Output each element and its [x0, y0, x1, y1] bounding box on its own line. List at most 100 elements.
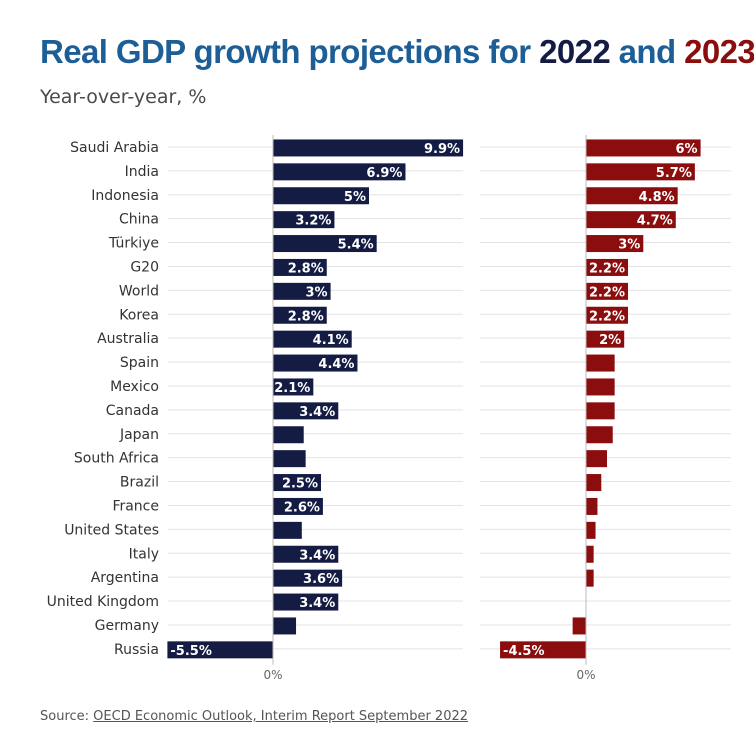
bar-2023 — [572, 617, 586, 635]
bar-2023 — [586, 378, 615, 396]
title-year-2022: 2022 — [539, 33, 611, 70]
bar-2022 — [273, 211, 335, 229]
source-label: Source: — [40, 709, 94, 724]
data-label-2022: 2.8% — [288, 309, 324, 324]
bar-2023 — [586, 450, 608, 468]
bar-2022 — [273, 139, 464, 157]
source-note: Source: OECD Economic Outlook, Interim R… — [40, 709, 468, 724]
data-label-2023: 6% — [676, 142, 698, 157]
category-label: India — [125, 164, 159, 180]
bar-2023 — [586, 402, 615, 420]
source-link[interactable]: OECD Economic Outlook, Interim Report Se… — [93, 709, 469, 724]
data-label-2022: 3.4% — [299, 548, 335, 563]
data-label-2023: 2.2% — [589, 285, 625, 300]
data-label-2022: 3.2% — [295, 214, 331, 229]
category-label: France — [112, 498, 159, 514]
bar-2023 — [586, 474, 602, 492]
data-label-2022: 6.9% — [366, 166, 402, 181]
title-year-2023: 2023 — [684, 33, 754, 70]
bar-2022 — [273, 163, 406, 181]
bar-2023 — [586, 306, 629, 324]
bar-2023 — [586, 211, 676, 229]
bar-2022 — [167, 641, 273, 659]
chart-title: Real GDP growth projections for 2022 and… — [40, 33, 754, 71]
category-label: Argentina — [91, 570, 159, 586]
bar-2022 — [273, 569, 343, 587]
data-label-2023: -4.5% — [503, 644, 544, 659]
bar-2022 — [273, 474, 321, 492]
data-label-2022: 2.5% — [282, 477, 318, 492]
data-label-2023: 2% — [599, 333, 621, 348]
bar-2022 — [273, 497, 323, 515]
bar-2022 — [273, 235, 377, 253]
bar-2022 — [273, 282, 331, 300]
data-label-2022: 5.4% — [338, 238, 374, 253]
bar-2023 — [586, 426, 613, 444]
bar-2023 — [586, 497, 598, 515]
category-label: World — [119, 283, 159, 299]
bar-2023 — [586, 569, 594, 587]
bar-2023 — [586, 330, 625, 348]
bar-2022 — [273, 593, 339, 611]
bar-2023 — [586, 187, 678, 205]
bar-2022 — [273, 617, 297, 635]
x-tick-label: 0% — [576, 668, 595, 682]
bar-2023 — [500, 641, 586, 659]
bar-2022 — [273, 402, 339, 420]
x-tick-label: 0% — [263, 668, 282, 682]
data-label-2022: 2.8% — [288, 261, 324, 276]
bar-2022 — [273, 354, 358, 372]
category-label: Mexico — [110, 379, 159, 395]
data-label-2023: 2.2% — [589, 309, 625, 324]
data-label-2022: 3.6% — [303, 572, 339, 587]
data-label-2022: 3.4% — [299, 405, 335, 420]
bar-2023 — [586, 163, 695, 181]
bar-2023 — [586, 258, 629, 276]
category-label: G20 — [130, 259, 159, 275]
data-label-2022: 2.6% — [284, 500, 320, 515]
bar-2022 — [273, 330, 352, 348]
category-label: Canada — [106, 403, 159, 419]
category-label: United Kingdom — [47, 594, 159, 610]
data-label-2023: 5.7% — [656, 166, 692, 181]
bar-2023 — [586, 354, 615, 372]
category-label: Korea — [119, 307, 159, 323]
category-label: China — [119, 212, 159, 228]
data-label-2023: 4.7% — [637, 214, 673, 229]
category-label: Indonesia — [91, 188, 159, 204]
bar-2022 — [273, 450, 306, 468]
data-label-2023: 2.2% — [589, 261, 625, 276]
data-label-2022: 3% — [306, 285, 328, 300]
data-label-2023: 3% — [618, 238, 640, 253]
category-label: Brazil — [120, 475, 159, 491]
bar-2022 — [273, 426, 304, 444]
category-label: Türkiye — [108, 236, 159, 252]
data-label-2022: 2.1% — [274, 381, 310, 396]
bar-2023 — [586, 139, 701, 157]
category-label: Australia — [97, 331, 159, 347]
bar-2022 — [273, 378, 314, 396]
data-label-2022: 4.1% — [313, 333, 349, 348]
category-label: Japan — [119, 427, 159, 443]
bar-2023 — [586, 235, 644, 253]
category-label: Italy — [129, 546, 159, 562]
bar-2023 — [586, 521, 596, 539]
data-label-2022: 5% — [344, 190, 366, 205]
data-label-2022: -5.5% — [170, 644, 211, 659]
bar-2022 — [273, 545, 339, 563]
category-label: Saudi Arabia — [70, 140, 159, 156]
category-label: United States — [64, 522, 159, 538]
bar-2022 — [273, 521, 302, 539]
data-label-2022: 4.4% — [318, 357, 354, 372]
data-label-2023: 4.8% — [639, 190, 675, 205]
bar-2023 — [586, 545, 594, 563]
bar-2022 — [273, 187, 369, 205]
bar-2022 — [273, 258, 327, 276]
gdp-bar-chart: Saudi Arabia India Indonesia China Türkiye G2… — [47, 135, 731, 682]
category-label: Spain — [120, 355, 159, 371]
category-label: Germany — [95, 618, 159, 634]
chart-subtitle: Year-over-year, % — [40, 86, 207, 108]
category-label: Russia — [114, 642, 159, 658]
category-label: South Africa — [74, 451, 159, 467]
title-mid: and — [610, 33, 685, 70]
